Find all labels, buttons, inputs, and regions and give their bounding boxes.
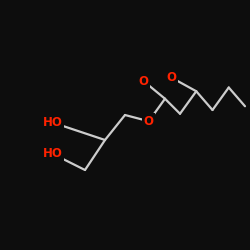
Text: O: O — [144, 115, 154, 128]
Text: HO: HO — [42, 116, 62, 129]
Text: O: O — [139, 75, 149, 88]
Text: HO: HO — [42, 147, 62, 160]
Text: O: O — [166, 71, 176, 84]
